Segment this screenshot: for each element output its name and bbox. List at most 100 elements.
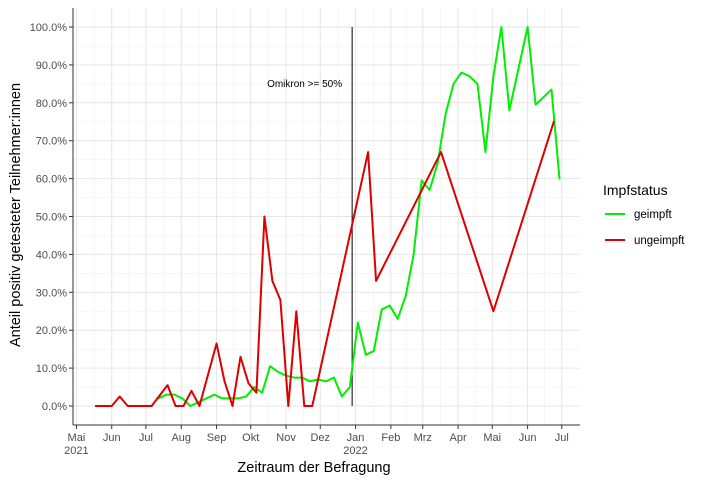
y-tick-label: 20.0% [36,325,67,337]
data-point-ungeimpft [231,405,234,407]
data-point-geimpft [237,397,239,400]
data-point-geimpft [389,304,391,307]
y-tick-label: 50.0% [36,212,67,224]
data-point-geimpft [357,322,359,324]
legend: Impfstatus geimpft ungeimpft [603,182,685,247]
omikron-label: Omikron >= 50% [267,79,342,90]
x-tick-label: Sep [207,432,227,444]
data-point-ungeimpft [263,215,266,218]
data-point-ungeimpft [111,405,113,407]
data-point-geimpft [165,394,168,396]
x-tick-label: Mrz [414,432,432,444]
data-point-geimpft [460,71,463,74]
y-tick-label: 70.0% [36,136,67,148]
data-point-geimpft [413,253,415,255]
y-tick-label: 0.0% [42,401,67,413]
data-point-ungeimpft [127,405,129,407]
data-point-geimpft [429,189,431,191]
data-point-geimpft [333,376,335,379]
y-tick-label: 60.0% [36,174,67,186]
x-tick-label: Jun [103,432,121,444]
data-point-ungeimpft [215,342,218,345]
data-point-geimpft [261,392,263,394]
data-point-geimpft [349,386,351,388]
data-point-ungeimpft [279,299,281,301]
data-point-geimpft [293,376,295,379]
x-tick-label: Apr [450,432,467,444]
data-point-geimpft [550,88,553,91]
data-point-geimpft [468,75,471,77]
data-point-geimpft [253,386,255,388]
x-tick-label: Dez [310,432,330,444]
x-tick-label: Jul [555,432,569,444]
x-axis-title: Zeitraum der Befragung [237,460,390,476]
data-point-ungeimpft [223,380,226,382]
data-point-geimpft [508,109,510,111]
data-point-geimpft [476,83,479,85]
data-point-geimpft [221,397,223,400]
data-point-ungeimpft [271,280,273,282]
data-point-ungeimpft [239,356,242,358]
data-point-ungeimpft [492,310,495,312]
legend-title: Impfstatus [603,182,668,198]
data-point-geimpft [325,380,327,382]
data-point-geimpft [405,295,407,297]
x-tick-label: Jun [519,432,537,444]
data-point-ungeimpft [255,392,258,394]
data-point-ungeimpft [174,405,177,407]
data-point-ungeimpft [375,280,377,282]
data-point-geimpft [181,397,183,400]
data-point-geimpft [373,350,375,352]
data-point-geimpft [526,26,529,28]
x-tick-label: Jul [139,432,153,444]
data-point-geimpft [189,405,191,407]
x-tick-label: Mai [68,432,86,444]
x-tick-year-label: 2022 [343,445,367,457]
y-tick-label: 30.0% [36,287,67,299]
data-point-geimpft [277,371,279,373]
y-tick-label: 10.0% [36,363,67,375]
data-point-ungeimpft [440,151,442,153]
data-point-ungeimpft [287,405,289,407]
legend-label-ungeimpft: ungeimpft [634,235,685,247]
x-tick-year-label: 2021 [64,445,88,457]
data-point-geimpft [534,104,537,106]
data-point-geimpft [444,113,447,115]
data-point-geimpft [397,318,399,320]
data-point-geimpft [269,365,271,367]
data-point-geimpft [558,178,561,180]
x-tick-label: Okt [242,432,259,444]
data-point-geimpft [492,75,495,77]
y-tick-label: 100.0% [30,22,68,34]
data-point-ungeimpft [119,395,121,398]
data-point-ungeimpft [311,405,313,407]
data-point-ungeimpft [553,121,555,123]
x-tick-label: Aug [171,432,191,444]
x-tick-label: Nov [276,432,296,444]
data-point-ungeimpft [295,310,297,312]
data-point-geimpft [452,83,455,85]
data-point-geimpft [500,26,502,28]
x-tick-label: Mai [483,432,501,444]
data-point-ungeimpft [367,151,369,153]
data-point-ungeimpft [95,405,97,407]
data-point-ungeimpft [166,384,169,386]
data-point-ungeimpft [198,405,201,407]
data-point-geimpft [245,395,247,398]
annotation-line: Omikron >= 50% [267,27,353,406]
x-tick-label: Feb [381,432,400,444]
data-point-geimpft [173,394,175,396]
data-point-geimpft [205,397,207,400]
data-point-ungeimpft [151,405,153,407]
legend-label-geimpft: geimpft [634,209,673,221]
data-point-geimpft [365,354,367,356]
data-point-geimpft [436,162,439,165]
data-point-geimpft [309,380,311,382]
data-point-geimpft [213,394,215,396]
data-point-ungeimpft [190,390,193,392]
data-point-ungeimpft [247,382,250,384]
data-point-geimpft [484,151,487,153]
series [94,26,561,407]
data-point-ungeimpft [303,405,305,407]
